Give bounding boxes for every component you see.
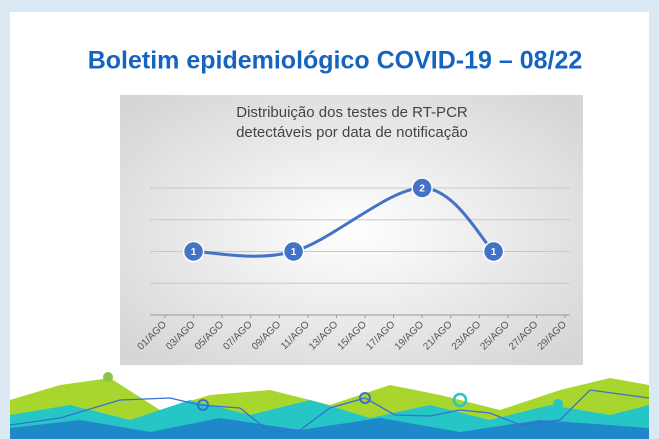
data-label: 1 <box>191 247 197 258</box>
data-label: 2 <box>419 184 425 195</box>
chart-title: Distribuição dos testes de RT-PCR <box>236 104 468 121</box>
data-label: 1 <box>491 247 497 258</box>
slide-title: Boletim epidemiológico COVID-19 – 08/22 <box>88 47 583 75</box>
slide: Boletim epidemiológico COVID-19 – 08/22 … <box>0 0 659 439</box>
data-label: 1 <box>291 247 297 258</box>
chart-title: detectáveis por data de notificação <box>236 124 468 141</box>
